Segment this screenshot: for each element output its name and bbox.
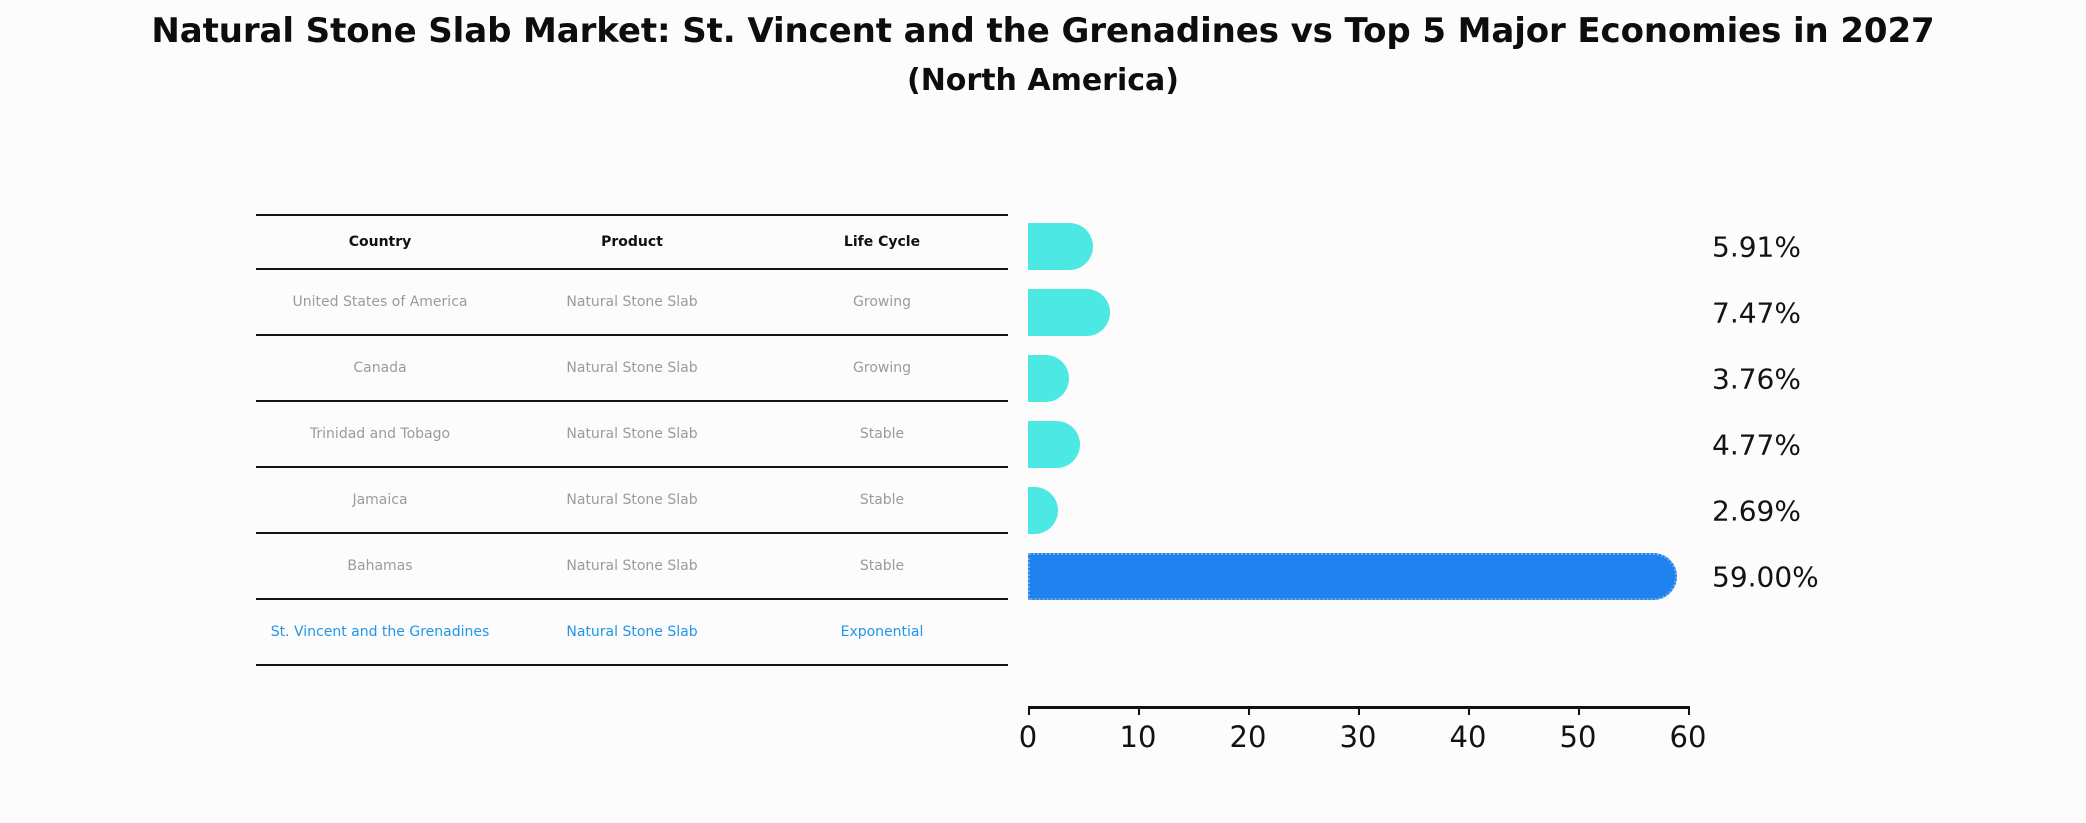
x-axis-tick-label: 30 bbox=[1339, 720, 1377, 754]
cell-product: Natural Stone Slab bbox=[566, 624, 698, 640]
x-axis-tick bbox=[1248, 706, 1250, 715]
cell-product: Natural Stone Slab bbox=[566, 360, 698, 376]
cell-country: Jamaica bbox=[352, 492, 408, 508]
table-row-highlighted[interactable]: St. Vincent and the Grenadines Natural S… bbox=[256, 600, 1008, 664]
table-bottom-rule bbox=[256, 664, 1008, 666]
cell-life-cycle: Stable bbox=[859, 426, 905, 442]
cell-country: United States of America bbox=[292, 294, 468, 310]
page-title: Natural Stone Slab Market: St. Vincent a… bbox=[151, 11, 1935, 51]
cell-product: Natural Stone Slab bbox=[566, 492, 698, 508]
cell-country: St. Vincent and the Grenadines bbox=[270, 624, 490, 640]
page-subtitle: (North America) bbox=[906, 62, 1179, 98]
x-axis-tick-label: 10 bbox=[1119, 720, 1157, 754]
bar-value-label: 5.91% bbox=[1712, 230, 1801, 264]
x-axis-tick bbox=[1138, 706, 1140, 715]
cell-country: Bahamas bbox=[347, 558, 413, 574]
x-axis-tick-label: 0 bbox=[1018, 720, 1038, 754]
table-row-rule bbox=[256, 334, 1008, 336]
bar-value-label: 3.76% bbox=[1712, 362, 1801, 396]
bar-row: 4.77% bbox=[1028, 412, 2028, 478]
x-axis-tick bbox=[1578, 706, 1580, 715]
country-table: Country Product Life Cycle United States… bbox=[256, 214, 1008, 666]
bar-row: 3.76% bbox=[1028, 346, 2028, 412]
table-row[interactable]: United States of America Natural Stone S… bbox=[256, 270, 1008, 334]
cell-life-cycle: Stable bbox=[859, 558, 905, 574]
table-header-row: Country Product Life Cycle bbox=[256, 216, 1008, 268]
column-header-life-cycle: Life Cycle bbox=[843, 234, 921, 250]
x-axis-tick-label: 40 bbox=[1449, 720, 1487, 754]
bar-value-label: 4.77% bbox=[1712, 428, 1801, 462]
table-row[interactable]: Trinidad and Tobago Natural Stone Slab S… bbox=[256, 402, 1008, 466]
bar-row: 59.00% bbox=[1028, 544, 2028, 610]
x-axis-tick-label: 50 bbox=[1559, 720, 1597, 754]
bar-highlighted[interactable] bbox=[1028, 553, 1677, 600]
table-row[interactable]: Bahamas Natural Stone Slab Stable bbox=[256, 534, 1008, 598]
cell-country: Trinidad and Tobago bbox=[309, 426, 451, 442]
cell-life-cycle: Exponential bbox=[840, 624, 924, 640]
bar-row: 7.47% bbox=[1028, 280, 2028, 346]
bar-value-label: 59.00% bbox=[1712, 560, 1819, 594]
table-row[interactable]: Canada Natural Stone Slab Growing bbox=[256, 336, 1008, 400]
column-header-product: Product bbox=[601, 234, 663, 250]
table-row-rule bbox=[256, 532, 1008, 534]
x-axis-tick bbox=[1028, 706, 1030, 715]
bar-row: 2.69% bbox=[1028, 478, 2028, 544]
cell-life-cycle: Growing bbox=[853, 294, 911, 310]
column-header-country: Country bbox=[348, 234, 412, 250]
x-axis: 0 10 20 30 40 50 60 bbox=[1019, 706, 1706, 776]
title-block: Natural Stone Slab Market: St. Vincent a… bbox=[0, 8, 2086, 101]
table-row-rule bbox=[256, 598, 1008, 600]
cell-life-cycle: Growing bbox=[853, 360, 911, 376]
cell-product: Natural Stone Slab bbox=[566, 558, 698, 574]
cell-country: Canada bbox=[353, 360, 407, 376]
x-axis-tick bbox=[1688, 706, 1690, 715]
bar-row: 5.91% bbox=[1028, 214, 2028, 280]
bar-value-label: 2.69% bbox=[1712, 494, 1801, 528]
cell-product: Natural Stone Slab bbox=[566, 294, 698, 310]
table-row-rule bbox=[256, 400, 1008, 402]
cell-product: Natural Stone Slab bbox=[566, 426, 698, 442]
x-axis-tick bbox=[1468, 706, 1470, 715]
bar-value-label: 7.47% bbox=[1712, 296, 1801, 330]
bar[interactable] bbox=[1028, 223, 1093, 270]
table-row-rule bbox=[256, 466, 1008, 468]
cell-life-cycle: Stable bbox=[859, 492, 905, 508]
x-axis-tick-label: 20 bbox=[1229, 720, 1267, 754]
bar[interactable] bbox=[1028, 421, 1081, 468]
table-top-rule bbox=[256, 214, 1008, 216]
x-axis-tick-label: 60 bbox=[1669, 720, 1707, 754]
bar[interactable] bbox=[1028, 289, 1111, 336]
table-header-rule bbox=[256, 268, 1008, 270]
x-axis-tick bbox=[1358, 706, 1360, 715]
bar-chart-plot: 5.91% 7.47% 3.76% 4.77% 2.69% 59.00% bbox=[1028, 214, 2028, 774]
table-row[interactable]: Jamaica Natural Stone Slab Stable bbox=[256, 468, 1008, 532]
bar[interactable] bbox=[1028, 355, 1070, 402]
bar[interactable] bbox=[1028, 487, 1058, 534]
